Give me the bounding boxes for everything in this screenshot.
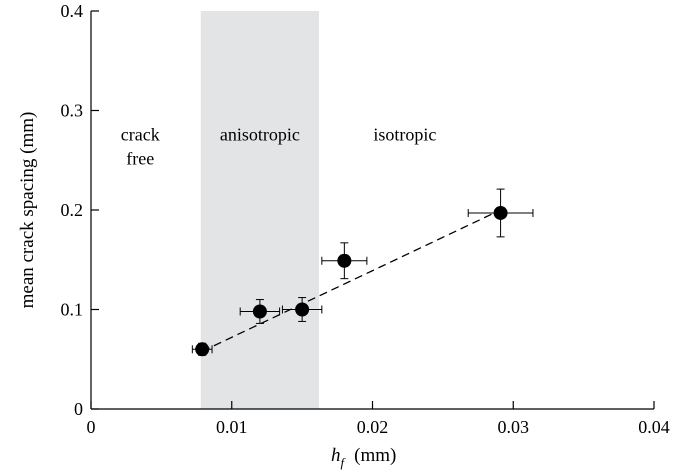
y-tick-label: 0 [74,399,83,419]
x-tick-label: 0 [87,417,96,437]
ticks: 0 0.01 0.02 0.03 0.04 0 0.1 0.2 0.3 0.4 [61,1,670,437]
x-axis-title: hf (mm) [331,445,396,470]
region-label-line: crack [121,124,160,144]
anisotropic-shaded-region [200,11,320,409]
data-point-group [191,342,213,357]
x-tick-label: 0.01 [216,417,248,437]
data-point-group [467,188,534,238]
region-label-line: free [126,148,154,168]
region-label: anisotropic [220,124,300,144]
data-point-group [281,297,323,322]
data-point-group [239,299,281,324]
data-point-marker [493,205,508,220]
x-tick-label: 0.03 [498,417,530,437]
x-axis-title-sub: f [341,455,347,470]
x-tick-label: 0.04 [638,417,670,437]
y-tick-label: 0.2 [61,200,84,220]
fit-line-layer [201,209,501,352]
y-tick-label: 0.3 [61,101,84,121]
region-label-line: anisotropic [220,124,300,144]
data-point-marker [195,342,210,357]
fit-line [201,209,501,352]
shaded-regions [200,11,320,409]
data-point-group [321,242,368,280]
y-tick-label: 0.1 [61,300,84,320]
region-label: isotropic [373,124,436,144]
data-points [191,188,534,357]
region-labels: crack free anisotropic isotropic [121,124,437,168]
data-point-marker [337,253,352,268]
x-axis-title-unit: (mm) [354,445,396,466]
x-axis-title-var: h [331,445,341,466]
region-label: crack free [121,124,160,168]
y-axis-title: mean crack spacing (mm) [17,112,38,309]
data-point-marker [252,304,267,319]
region-label-line: isotropic [373,124,436,144]
x-tick-label: 0.02 [357,417,389,437]
y-tick-label: 0.4 [61,1,84,21]
axes [90,11,654,410]
data-point-marker [295,302,310,317]
